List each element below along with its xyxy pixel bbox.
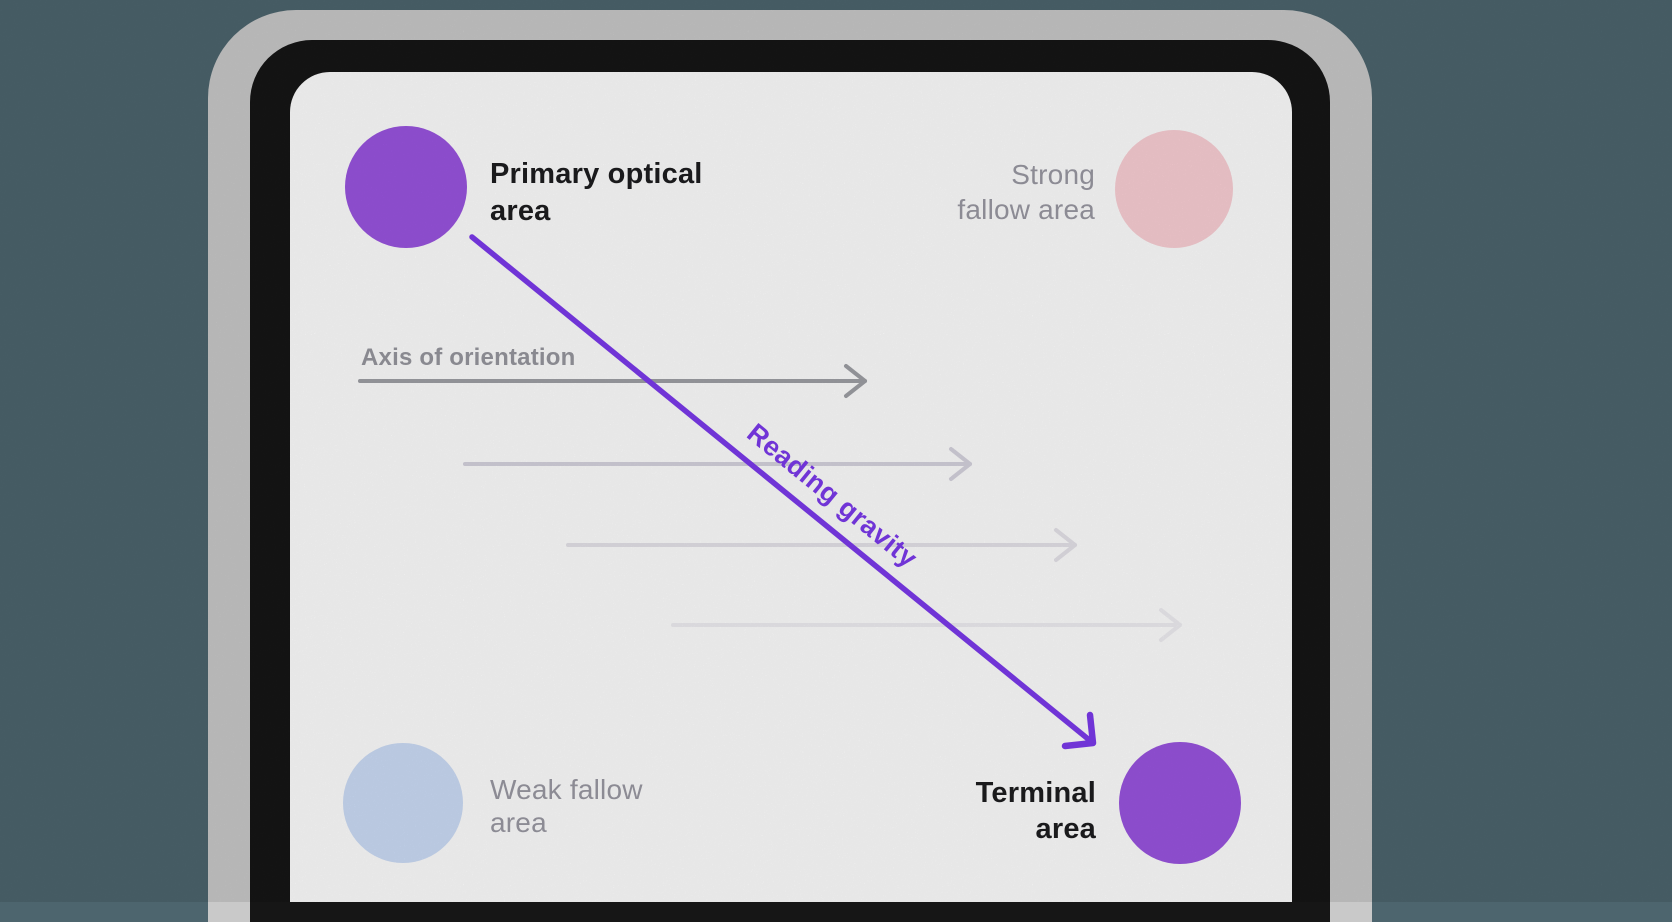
primary-optical-area-label-line1: Primary optical — [490, 158, 703, 190]
axis-arrow-3 — [566, 528, 1077, 562]
primary-optical-area-label: Primary optical area — [490, 156, 703, 230]
diagram-canvas: Primary optical area Strong fallow area … — [290, 72, 1292, 902]
weak-fallow-area-circle — [343, 743, 463, 863]
axis-arrow-2 — [463, 447, 972, 481]
strong-fallow-area-circle — [1115, 130, 1233, 248]
strong-fallow-area-label-line2: fallow area — [957, 194, 1095, 225]
terminal-area-label-line2: area — [1035, 813, 1096, 845]
terminal-area-label: Terminal area — [976, 775, 1096, 847]
weak-fallow-area-label: Weak fallow area — [490, 773, 643, 839]
reading-gravity-arrow — [469, 234, 1097, 750]
axis-arrow-4 — [671, 608, 1182, 642]
primary-optical-area-circle — [345, 126, 467, 248]
strong-fallow-area-label: Strong fallow area — [957, 157, 1095, 227]
weak-fallow-area-label-line2: area — [490, 807, 547, 838]
strong-fallow-area-label-line1: Strong — [1011, 159, 1095, 190]
axis-of-orientation-label: Axis of orientation — [361, 344, 576, 371]
weak-fallow-area-label-line1: Weak fallow — [490, 774, 643, 805]
terminal-area-circle — [1119, 742, 1241, 864]
primary-optical-area-label-line2: area — [490, 195, 551, 227]
terminal-area-label-line1: Terminal — [975, 777, 1096, 809]
